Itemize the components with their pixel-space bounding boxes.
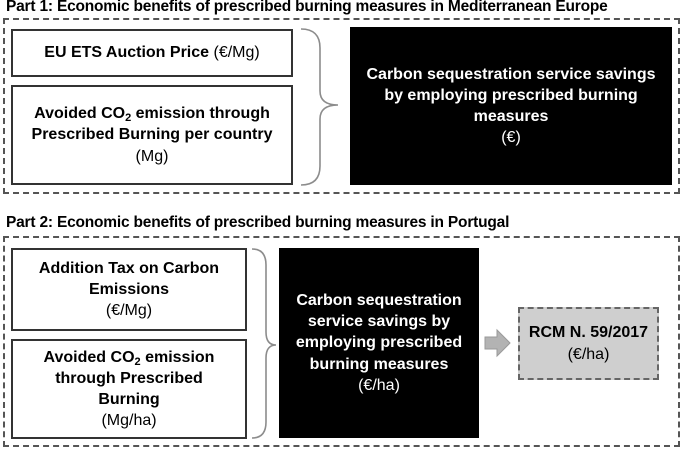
tax-line2: Emissions bbox=[88, 280, 170, 298]
p2-output-line2: service savings by bbox=[307, 313, 451, 331]
p2-output-line3: employing prescribed bbox=[295, 334, 463, 352]
part1-curly-brace bbox=[300, 28, 339, 186]
tax-line1: Addition Tax on Carbon bbox=[38, 259, 220, 277]
p2-avoided-emission-text: emission bbox=[140, 348, 215, 366]
avoided-co2-text: Avoided CO bbox=[34, 105, 126, 123]
part2-carbon-tax-box: Addition Tax on Carbon Emissions (€/Mg) bbox=[11, 248, 247, 331]
p2-output-unit: (€/ha) bbox=[358, 376, 400, 394]
part2-avoided-emission-box: Avoided CO2 emission through Prescribed … bbox=[11, 339, 247, 439]
avoided-emission-text: emission through bbox=[131, 105, 270, 123]
p2-avoided-unit: (Mg/ha) bbox=[101, 412, 157, 430]
ets-price-unit: (€/Mg) bbox=[213, 44, 260, 62]
p2-output-line1: Carbon sequestration bbox=[296, 292, 462, 310]
p2-output-line4: burning measures bbox=[309, 355, 449, 373]
rcm-label: RCM N. 59/2017 bbox=[528, 324, 649, 342]
part2-title: Part 2: Economic benefits of prescribed … bbox=[6, 214, 510, 231]
part1-carbon-savings-box: Carbon sequestration service savings by … bbox=[350, 27, 672, 185]
arrow-to-rcm-icon bbox=[484, 328, 511, 358]
p2-co2-subscript: 2 bbox=[134, 355, 141, 368]
part2-curly-brace bbox=[251, 248, 277, 439]
part1-avoided-emission-box: Avoided CO2 emission through Prescribed … bbox=[11, 85, 293, 185]
part2-rcm-box: RCM N. 59/2017 (€/ha) bbox=[518, 307, 659, 380]
rcm-unit: (€/ha) bbox=[567, 345, 610, 363]
part2-carbon-savings-box: Carbon sequestration service savings by … bbox=[279, 248, 479, 438]
p2-avoided-line2: through Prescribed bbox=[55, 369, 203, 387]
part1-title: Part 1: Economic benefits of prescribed … bbox=[6, 0, 608, 15]
tax-unit: (€/Mg) bbox=[105, 302, 153, 320]
part2-dashed-frame bbox=[3, 236, 680, 447]
part1-ets-price-box: EU ETS Auction Price (€/Mg) bbox=[11, 29, 293, 77]
p2-avoided-line3: Burning bbox=[98, 391, 160, 408]
p1-output-line2: by employing prescribed burning bbox=[384, 86, 638, 104]
co2-subscript: 2 bbox=[125, 112, 132, 125]
p1-output-unit: (€) bbox=[501, 129, 521, 147]
p1-output-line1: Carbon sequestration service savings bbox=[366, 65, 656, 83]
p1-output-line3: measures bbox=[473, 108, 549, 125]
p2-avoided-co2-text: Avoided CO bbox=[43, 348, 135, 366]
avoided-emission-line2: Prescribed Burning per country bbox=[31, 126, 273, 144]
ets-price-label: EU ETS Auction Price bbox=[44, 44, 210, 62]
avoided-emission-unit: (Mg) bbox=[135, 147, 169, 165]
part1-dashed-frame bbox=[3, 18, 680, 194]
